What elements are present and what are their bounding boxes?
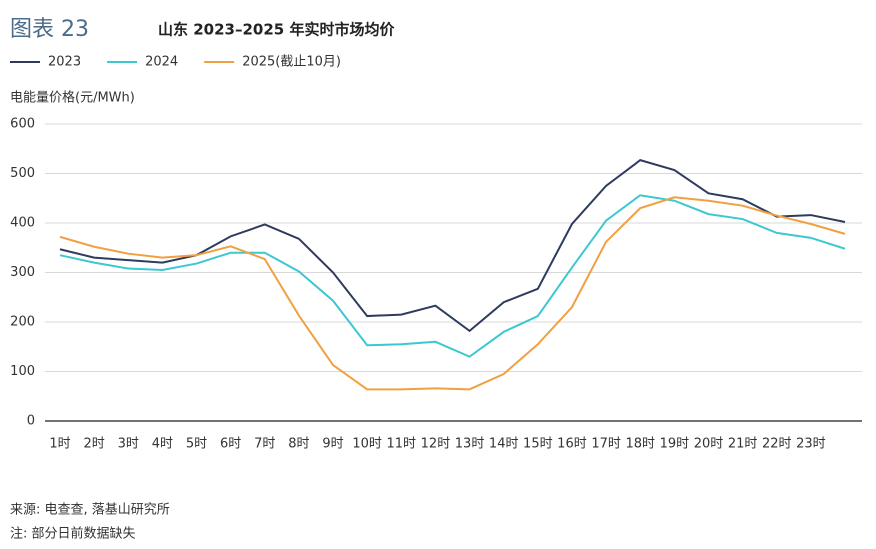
line-series	[59, 159, 846, 333]
line-series	[59, 194, 846, 358]
x-tick-label: 9时	[322, 437, 343, 452]
x-tick-label: 17时	[591, 437, 621, 452]
x-tick-label: 18时	[625, 437, 655, 452]
note: 注: 部分日前数据缺失	[10, 526, 136, 542]
y-tick-label: 400	[10, 216, 35, 231]
figure-label: 图表 23	[10, 17, 89, 42]
note: 来源: 电查查, 落基山研究所	[10, 503, 170, 518]
x-tick-label: 11时	[387, 437, 417, 452]
y-tick-label: 100	[10, 364, 35, 379]
x-tick-label: 16时	[557, 437, 587, 452]
x-tick-label: 10时	[352, 437, 382, 452]
x-tick-label: 1时	[49, 437, 70, 452]
x-tick-label: 8时	[288, 437, 309, 452]
x-tick-label: 6时	[220, 437, 241, 452]
x-tick-label: 12时	[421, 437, 451, 452]
x-tick-label: 7时	[254, 437, 275, 452]
x-tick-label: 19时	[660, 437, 690, 452]
x-tick-label: 14时	[489, 437, 519, 452]
y-tick-label: 600	[10, 117, 35, 132]
x-tick-label: 2时	[83, 437, 104, 452]
x-tick-label: 4时	[152, 437, 173, 452]
y-tick-label: 0	[27, 414, 35, 429]
x-tick-label: 22时	[762, 437, 792, 452]
legend-label: 2025(截止10月)	[242, 55, 341, 70]
x-tick-label: 15时	[523, 437, 553, 452]
legend-label: 2024	[145, 55, 178, 70]
y-tick-label: 300	[10, 265, 35, 280]
chart-title: 山东 2023–2025 年实时市场均价	[158, 21, 395, 39]
line-series	[59, 196, 846, 391]
y-axis-label: 电能量价格(元/MWh)	[10, 90, 135, 106]
x-tick-label: 5时	[186, 437, 207, 452]
y-tick-label: 200	[10, 315, 35, 330]
x-tick-label: 21时	[728, 437, 758, 452]
x-tick-label: 3时	[118, 437, 139, 452]
y-tick-label: 500	[10, 166, 35, 181]
x-tick-label: 20时	[694, 437, 724, 452]
legend-label: 2023	[48, 55, 81, 70]
x-tick-label: 13时	[455, 437, 485, 452]
x-tick-label: 23时	[796, 437, 826, 452]
